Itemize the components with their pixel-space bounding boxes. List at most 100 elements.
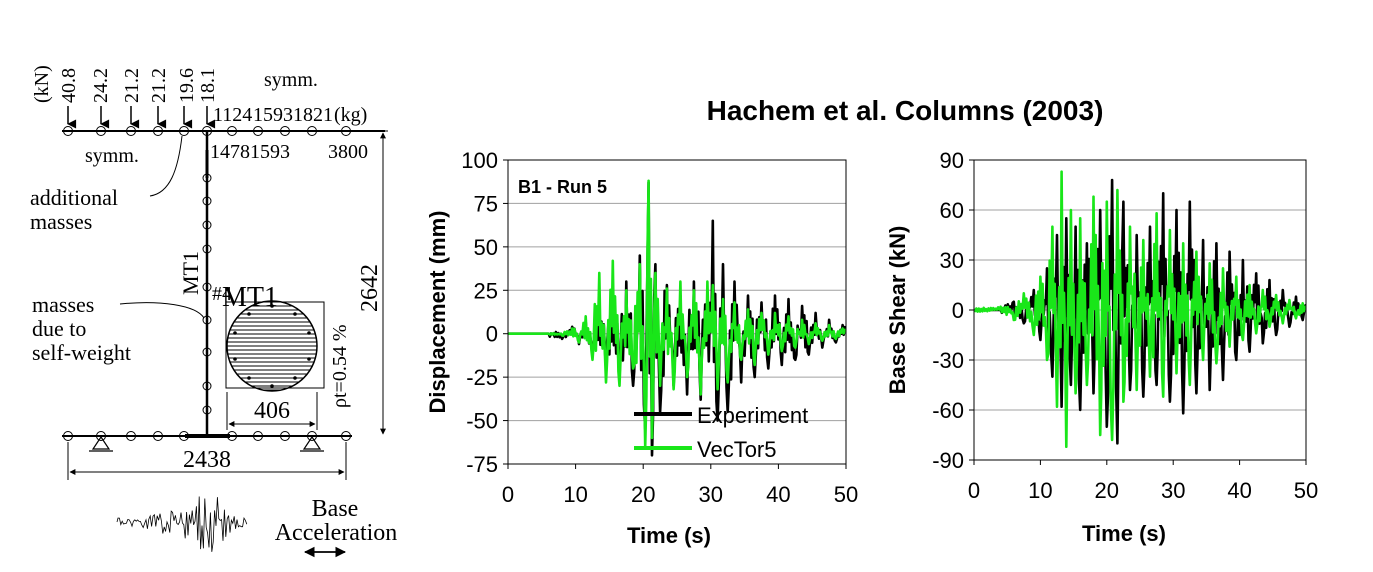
self-weight-due-to-label: due to: [32, 316, 86, 341]
rebar: [233, 331, 237, 335]
force-value: 21.2: [148, 68, 170, 103]
y-tick-label: -25: [466, 365, 498, 390]
rebar: [270, 304, 274, 308]
rebar: [293, 312, 297, 316]
base-node: [179, 431, 189, 441]
force-value: 40.8: [58, 68, 80, 103]
force-value: 19.6: [176, 68, 198, 103]
self-weight-node: [202, 405, 212, 415]
chart1-legend: Experiment VecTor5: [634, 403, 808, 462]
mass-node: [280, 126, 290, 136]
y-tick-label: -75: [466, 452, 498, 477]
x-tick-label: 30: [699, 482, 723, 507]
chart2-series-vector5: [974, 170, 1306, 448]
rebar-dots: [233, 304, 311, 388]
bar-label: #4: [212, 283, 232, 305]
mass-value-top: 1821: [293, 104, 333, 126]
y-tick-label: -50: [466, 409, 498, 434]
chart1-ylabel: Displacement (mm): [425, 211, 450, 414]
self-weight-masses-label: masses: [32, 292, 94, 317]
acceleration-label: Acceleration: [275, 520, 398, 546]
x-tick-label: 10: [563, 482, 587, 507]
mass-node: [153, 126, 163, 136]
supports: [89, 435, 324, 452]
x-tick-label: 40: [766, 482, 790, 507]
chart2-ylabel: Base Shear (kN): [885, 226, 910, 395]
self-weight-label: self-weight: [32, 340, 131, 365]
mass-value-bottom: 1478: [210, 141, 250, 163]
diameter-dim: 406: [254, 398, 290, 424]
force-value: 24.2: [90, 68, 112, 103]
mass-value-top: 1124: [213, 104, 252, 126]
x-tick-label: 0: [968, 478, 980, 503]
additional-leader: [149, 135, 183, 197]
mass-node: [63, 126, 73, 136]
self-weight-leader: [119, 302, 205, 319]
support-left: [91, 435, 111, 450]
base-node: [253, 431, 263, 441]
x-tick-label: 20: [1095, 478, 1119, 503]
rebar: [293, 376, 297, 380]
base-node: [153, 431, 163, 441]
rebar: [247, 312, 251, 316]
rebar: [247, 376, 251, 380]
x-tick-label: 50: [834, 482, 858, 507]
base-node: [126, 431, 136, 441]
self-weight-node: [202, 315, 212, 325]
x-tick-label: 40: [1227, 478, 1251, 503]
y-tick-label: 0: [952, 298, 964, 323]
self-weight-node: [202, 244, 212, 254]
base-node: [96, 431, 106, 441]
force-arrows: [67, 106, 216, 129]
force-unit-label: (kN): [31, 65, 53, 103]
base-label: Base: [312, 496, 359, 522]
base-node: [280, 431, 290, 441]
mass-node: [227, 126, 237, 136]
self-weight-node: [202, 220, 212, 230]
y-tick-label: -60: [932, 398, 964, 423]
rebar: [270, 384, 274, 388]
chart2-plot-frame: [973, 159, 1307, 461]
x-tick-label: 30: [1161, 478, 1185, 503]
force-value: 18.1: [197, 68, 219, 103]
force-value: 21.2: [121, 68, 143, 103]
mass-values-top: 1124 1593 1821: [213, 104, 333, 126]
symm-top-label: symm.: [264, 69, 318, 91]
mass-node: [96, 126, 106, 136]
force-values: 40.8 24.2 21.2 21.2 19.6 18.1: [58, 68, 219, 103]
base-node: [307, 431, 317, 441]
y-tick-label: -90: [932, 448, 964, 473]
mass-unit-label: (kg): [334, 104, 367, 126]
base-node: [63, 431, 73, 441]
symm-bottom-label: symm.: [85, 145, 139, 167]
base-nodes: [63, 431, 351, 441]
chart2-xlabel: Time (s): [1082, 521, 1166, 546]
mass-value-bottom: 1593: [250, 141, 290, 163]
chart1-annotation: B1 - Run 5: [518, 177, 607, 197]
section-circle: [226, 300, 318, 392]
displacement-chart: -75 -50 -25 0 25 50 75 100 0 10 20 30 40 50 B1 - Run…: [425, 148, 858, 548]
top-nodes: [63, 126, 351, 136]
mass-node: [179, 126, 189, 136]
base-node: [341, 431, 351, 441]
rebar: [233, 357, 237, 361]
column-label: MT1: [178, 251, 203, 295]
y-tick-label: 90: [940, 148, 964, 173]
ground-motion-record: [116, 496, 248, 552]
legend-label-experiment: Experiment: [697, 403, 808, 428]
rebar: [307, 331, 311, 335]
y-tick-label: 25: [474, 278, 498, 303]
additional-label: additional: [30, 185, 118, 210]
self-weight-node: [202, 282, 212, 292]
x-tick-label: 20: [631, 482, 655, 507]
span-dim: 2438: [183, 447, 231, 473]
y-tick-label: 30: [940, 248, 964, 273]
ratio-label: ρt=0.54 %: [329, 325, 351, 408]
column-nodes: [202, 173, 212, 415]
x-tick-label: 10: [1028, 478, 1052, 503]
support-right: [302, 435, 322, 450]
x-tick-label: 0: [502, 482, 514, 507]
base-shear-chart: -90 -60 -30 0 30 60 90 0 10 20 30 40 50 Base Shear …: [885, 148, 1318, 546]
mass-node: [126, 126, 136, 136]
